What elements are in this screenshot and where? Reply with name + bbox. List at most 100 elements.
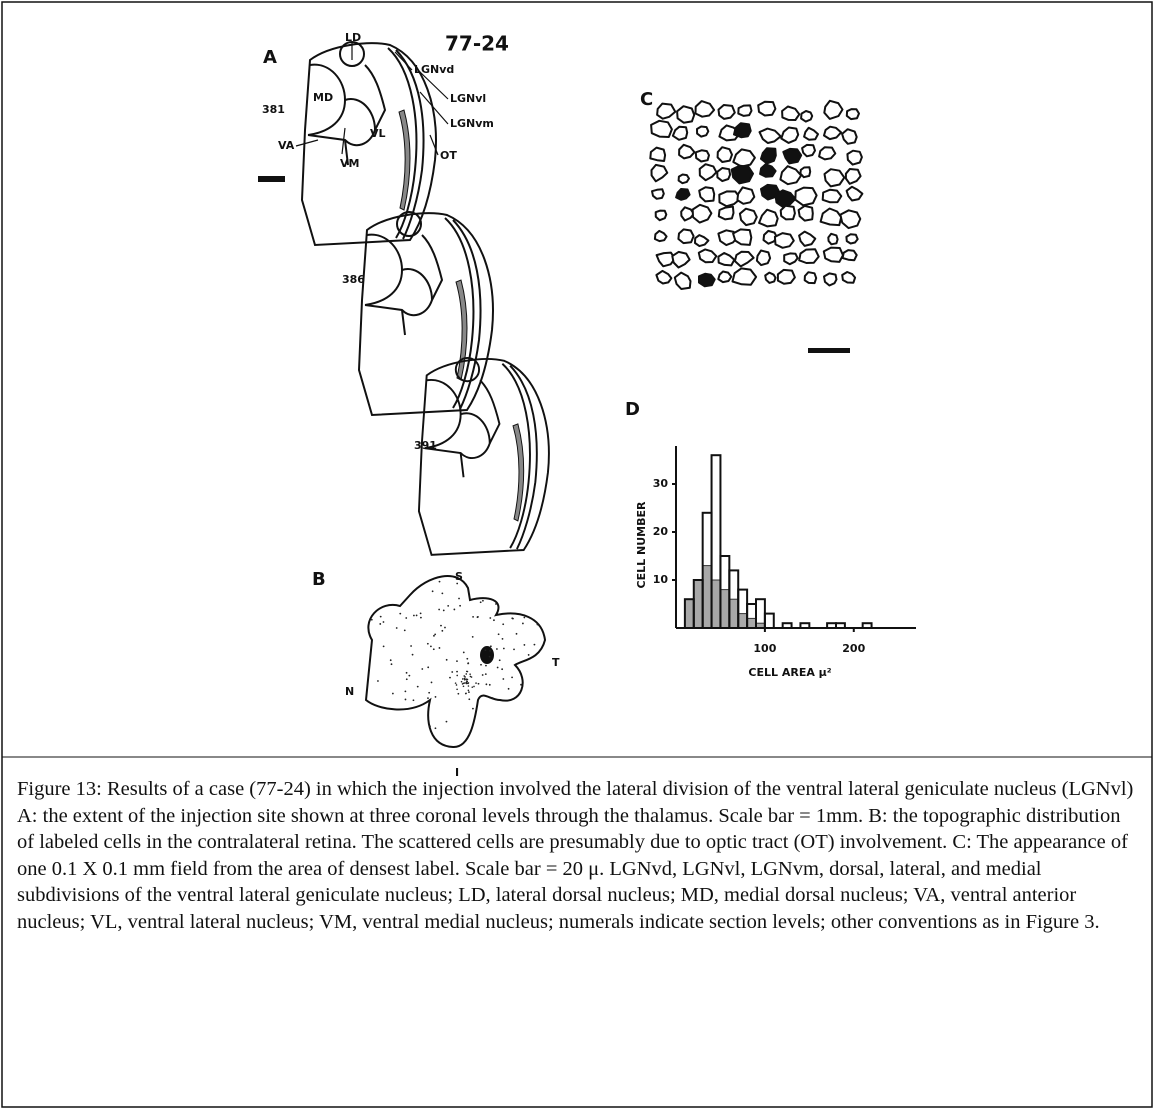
cell [693,205,712,223]
cell [679,145,694,159]
cell [733,268,757,284]
cell-dot [420,612,422,614]
caption: Figure 13: Results of a case (77-24) in … [17,776,1142,936]
cell [673,127,687,140]
cell-dot [379,623,381,625]
cell [699,274,715,287]
cell-dot [489,684,491,686]
cell-dot [482,674,484,676]
cell-dot [439,647,441,649]
cell-dot [469,673,471,675]
all-bar [863,623,872,628]
cell-dot [464,678,466,680]
cell-dot [513,648,515,650]
cell [719,207,734,220]
cell [824,127,841,139]
cell [652,189,664,199]
cell-dot [406,672,408,674]
cell [679,175,689,184]
structure-label: LGNvm [450,117,494,130]
level-label: 386 [342,273,365,286]
cell-dot [523,644,525,646]
cell-dot [475,682,477,684]
cell [733,149,755,166]
cell [651,121,672,137]
cell-dot [503,648,505,650]
cell-dot [482,600,484,602]
labeled-bar [729,599,738,628]
cell [699,249,717,262]
cell-dot [383,645,385,647]
cell-dot [427,643,429,645]
structure-label: VA [278,139,295,152]
cell [656,271,671,284]
y-tick-label: 30 [653,477,669,490]
cell-dot [477,616,479,618]
cell [657,104,675,119]
cell-dot [406,678,408,680]
all-bar [783,623,792,628]
cell-dot [466,671,468,673]
cell-dot [447,605,449,607]
x-tick-label: 100 [753,642,776,655]
cell-dot [459,605,461,607]
cell [677,106,694,123]
cell [847,151,862,165]
cell [795,188,816,206]
cell-dot [456,688,458,690]
cell-dot [498,633,500,635]
page: A 77-24 LD LGNvd LGNvl LGNvm OT MD VL VA… [0,0,1154,1109]
cell [801,111,812,122]
cell-dot [502,638,504,640]
structure-label: LD [345,31,361,44]
cell-dot [485,665,487,667]
cell [847,109,859,119]
cell [672,252,689,268]
cell-dot [420,617,422,619]
cell-dot [433,635,435,637]
cell-dot [499,659,501,661]
cell [676,189,690,200]
cell-dot [502,623,504,625]
cell-dot [396,627,398,629]
cell [760,129,781,143]
cell-dot [457,693,459,695]
cell-dot [433,648,435,650]
cell [718,272,731,283]
x-tick-label: 200 [842,642,865,655]
labeled-bar [685,599,694,628]
cell-dot [489,656,491,658]
cell [821,209,842,226]
cell-dot [404,690,406,692]
all-bar [836,623,845,628]
cell-dot [408,675,410,677]
all-bar [765,614,774,628]
cell-dot [417,686,419,688]
cell-dot [464,682,466,684]
cell-dot [516,633,518,635]
cell [695,235,708,246]
cell-dot [463,685,465,687]
structure-label: VM [340,157,359,170]
cell-dot [478,683,480,685]
cell-dot [489,617,491,619]
cell-dot [468,698,470,700]
cell [828,234,837,245]
all-bar [827,623,836,628]
cell [778,270,795,284]
cell-dot [431,682,433,684]
cell-dot [410,645,412,647]
cell-dot [534,644,536,646]
cell-dot [435,696,437,698]
cell [824,273,837,285]
cell-dot [391,663,393,665]
cell-dot [429,725,431,727]
cell-dot [383,621,385,623]
cell-dot [490,645,492,647]
cell [760,164,776,177]
cell-dot [463,675,465,677]
cell [824,101,842,119]
cell-dot [427,666,429,668]
cell [759,210,778,227]
cell-dot [489,650,491,652]
